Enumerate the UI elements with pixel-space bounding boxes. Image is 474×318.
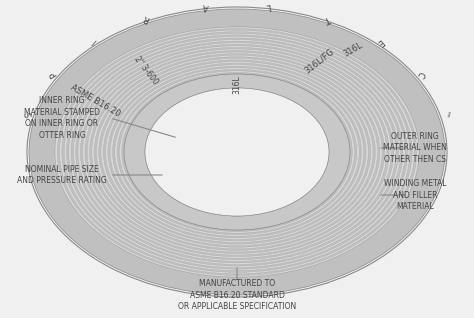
Ellipse shape (101, 58, 373, 246)
Ellipse shape (124, 74, 350, 230)
Ellipse shape (90, 51, 384, 253)
Ellipse shape (76, 41, 398, 263)
Ellipse shape (55, 27, 419, 277)
Text: 2" 3-600: 2" 3-600 (132, 55, 160, 86)
Ellipse shape (112, 66, 362, 238)
Text: C: C (415, 69, 425, 79)
Ellipse shape (92, 52, 382, 252)
Ellipse shape (27, 7, 447, 297)
Text: OUTER RING
MATERIAL WHEN
OTHER THEN CS: OUTER RING MATERIAL WHEN OTHER THEN CS (383, 132, 447, 164)
Ellipse shape (108, 63, 366, 241)
Ellipse shape (55, 27, 419, 277)
Ellipse shape (82, 46, 392, 258)
Ellipse shape (66, 35, 408, 269)
Ellipse shape (29, 9, 445, 295)
Text: I: I (90, 37, 98, 45)
Text: L: L (265, 1, 271, 10)
Text: WINDING METAL
AND FILLER
MATERIAL: WINDING METAL AND FILLER MATERIAL (384, 179, 446, 211)
Text: E: E (375, 36, 385, 46)
Text: S: S (24, 110, 34, 117)
Ellipse shape (103, 60, 371, 244)
Ellipse shape (119, 71, 355, 233)
Ellipse shape (87, 49, 387, 255)
Ellipse shape (110, 65, 364, 239)
Text: NOMINAL PIPE SIZE
AND PRESSURE RATING: NOMINAL PIPE SIZE AND PRESSURE RATING (17, 165, 107, 185)
Ellipse shape (73, 39, 401, 265)
Text: A: A (202, 1, 210, 10)
Text: 316L: 316L (342, 40, 364, 59)
Text: ™: ™ (439, 108, 450, 119)
Text: INNER RING
MATERIAL STAMPED
ON INNER RING OR
OTTER RING: INNER RING MATERIAL STAMPED ON INNER RIN… (24, 96, 100, 140)
Ellipse shape (115, 68, 359, 236)
Text: P: P (49, 70, 59, 79)
Ellipse shape (62, 32, 412, 272)
Text: MANUFACTURED TO
ASME B16.20 STANDARD
OR APPLICABLE SPECIFICATION: MANUFACTURED TO ASME B16.20 STANDARD OR … (178, 279, 296, 311)
Ellipse shape (60, 30, 414, 274)
Ellipse shape (106, 61, 368, 243)
Text: ASME B16.20: ASME B16.20 (69, 83, 122, 118)
Ellipse shape (80, 44, 394, 260)
Text: 316L: 316L (233, 76, 241, 94)
Ellipse shape (124, 74, 350, 230)
Ellipse shape (71, 38, 403, 266)
Text: T: T (324, 13, 332, 23)
Text: R: R (142, 12, 151, 23)
Ellipse shape (145, 88, 329, 216)
Ellipse shape (122, 73, 352, 232)
Ellipse shape (57, 29, 417, 275)
Ellipse shape (96, 55, 378, 249)
Text: 316L/FG: 316L/FG (302, 47, 336, 76)
Ellipse shape (145, 88, 329, 216)
Ellipse shape (85, 47, 389, 257)
Ellipse shape (94, 54, 380, 250)
Ellipse shape (78, 43, 396, 261)
Ellipse shape (64, 33, 410, 271)
Ellipse shape (99, 57, 375, 247)
Ellipse shape (69, 36, 405, 268)
Ellipse shape (117, 69, 357, 235)
